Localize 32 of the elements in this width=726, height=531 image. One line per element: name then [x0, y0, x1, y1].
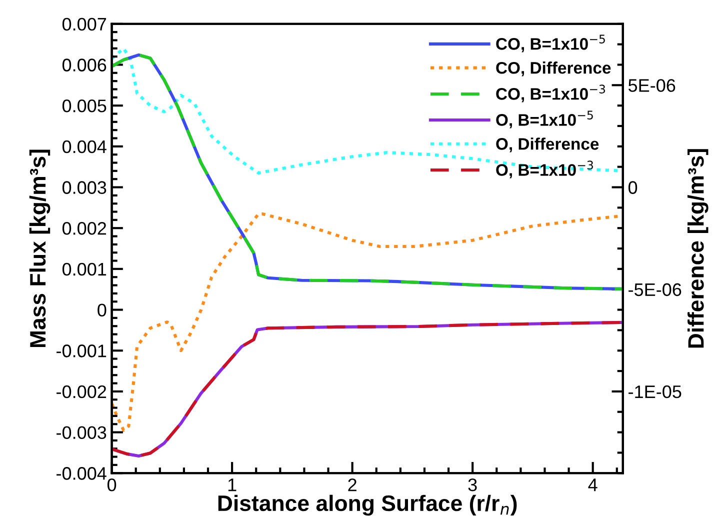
line-series	[112, 53, 623, 290]
x-axis-title: Distance along Surface (r/r$_{n}$)	[218, 494, 517, 516]
legend-label: CO, B=1x10$^{−5}$	[496, 34, 605, 52]
y-tick-label: 0.004	[62, 140, 106, 154]
y-tick-label: 0.001	[62, 262, 106, 276]
y-tick-label: -0.004	[56, 467, 106, 480]
y-tick-label: 0.007	[62, 18, 106, 31]
x-tick-label: 4	[588, 478, 598, 492]
legend-label: O, Difference	[496, 138, 599, 152]
y-tick-label: 0.002	[62, 222, 106, 235]
y-axis-title: Mass Flux [kg/m³s]	[29, 150, 50, 348]
x-tick-label: 3	[468, 478, 477, 492]
line-series	[112, 320, 623, 458]
legend-label: O, B=1x10$^{−5}$	[496, 110, 593, 128]
y2-tick-label: 0	[628, 181, 638, 194]
y-tick-label: 0.003	[62, 181, 106, 194]
y-tick-label: 0.005	[62, 100, 106, 112]
y-tick-label: -0.002	[56, 385, 106, 398]
x-tick-label: 1	[228, 478, 236, 492]
y-tick-label: -0.001	[56, 344, 106, 358]
y2-tick-label: -5E-06	[628, 283, 682, 296]
y2-axis-title: Difference [kg/m³s]	[688, 149, 708, 348]
legend-label: CO, Difference	[496, 62, 611, 76]
y2-tick-label: -1E-05	[628, 385, 682, 398]
x-tick-label: 2	[348, 478, 356, 492]
y-tick-label: 0	[98, 304, 106, 316]
legend-label: O, B=1x10$^{−3}$	[496, 160, 593, 178]
legend-label: CO, B=1x10$^{−3}$	[496, 84, 606, 102]
y-tick-label: 0.006	[62, 58, 106, 72]
y2-tick-label: 5E-06	[628, 79, 676, 92]
x-tick-label: 0	[107, 478, 116, 492]
y-tick-label: -0.003	[56, 426, 106, 439]
